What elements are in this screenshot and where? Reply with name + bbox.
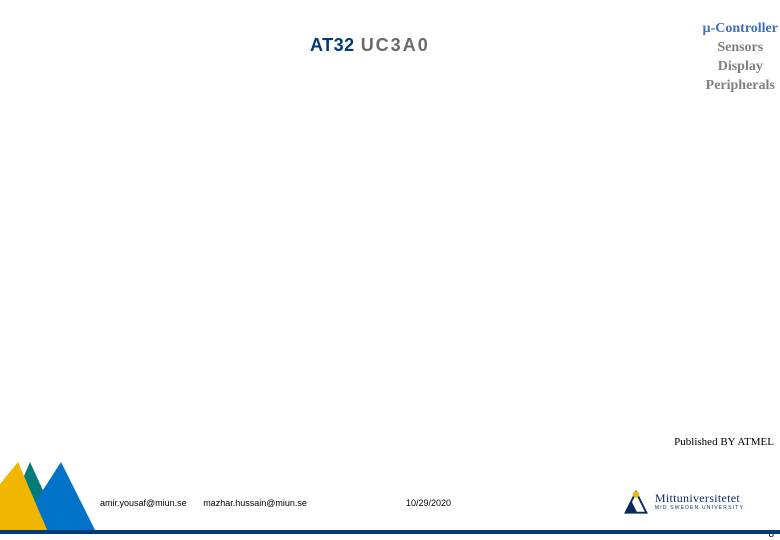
sidebar-item: Peripherals (703, 77, 778, 96)
footer-date: 10/29/2020 (406, 498, 451, 508)
sidebar-item-highlight: µ-Controller (703, 20, 778, 39)
footer: amir.yousaf@miun.se mazhar.hussain@miun.… (0, 475, 780, 530)
published-by: Published BY ATMEL (674, 436, 774, 448)
sidebar-item: Display (703, 58, 778, 77)
chip-name: AT32 UC3A0 (310, 35, 430, 56)
logo-text: Mittuniversitetet MID SWEDEN UNIVERSITY (655, 492, 744, 511)
topic-sidebar: µ-Controller Sensors Display Peripherals (703, 20, 780, 96)
chip-prefix: AT32 (310, 35, 355, 56)
logo-name: Mittuniversitetet (655, 492, 744, 504)
email-1: amir.yousaf@miun.se (100, 498, 187, 508)
slide: AT32 UC3A0 µ-Controller Sensors Display … (0, 0, 780, 540)
footer-emails: amir.yousaf@miun.se mazhar.hussain@miun.… (100, 498, 307, 508)
email-2: mazhar.hussain@miun.se (203, 498, 307, 508)
footer-accent-bar (0, 530, 780, 534)
logo-sub: MID SWEDEN UNIVERSITY (655, 506, 744, 511)
logo-mark-icon (623, 488, 649, 514)
sidebar-item: Sensors (703, 39, 778, 58)
university-logo: Mittuniversitetet MID SWEDEN UNIVERSITY (623, 488, 744, 514)
chip-suffix: UC3A0 (361, 35, 430, 56)
